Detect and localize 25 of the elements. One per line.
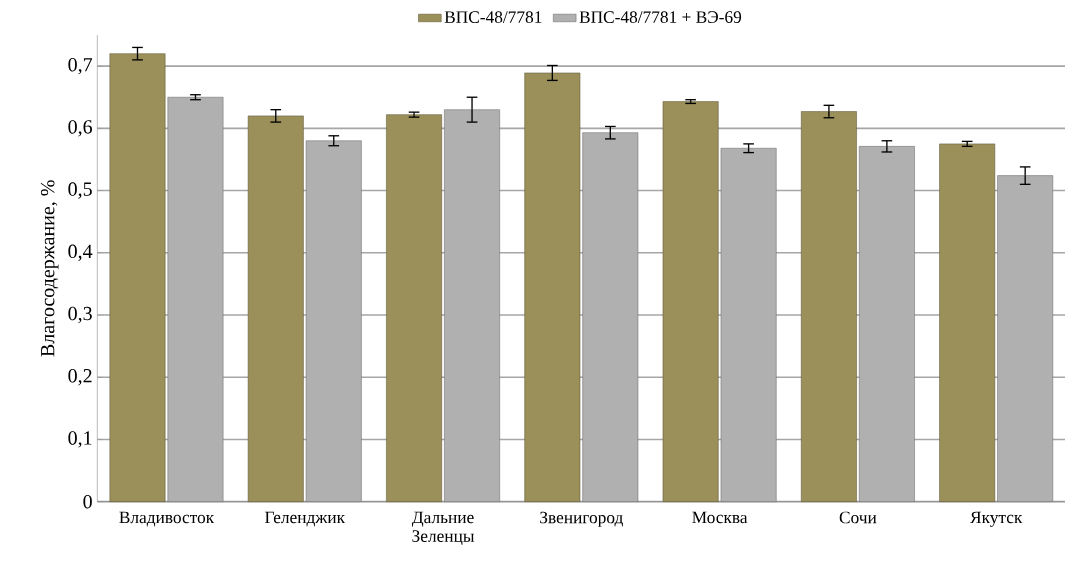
legend-label: ВПС-48/7781 bbox=[444, 11, 542, 23]
x-tick-label: Звенигород bbox=[540, 511, 623, 527]
x-tick-label: Владивосток bbox=[119, 511, 215, 527]
y-tick-label: 0,7 bbox=[68, 57, 93, 75]
y-tick-label: 0,3 bbox=[68, 306, 92, 324]
y-tick-label: 0,6 bbox=[68, 120, 93, 137]
x-tick-label: Москва bbox=[692, 511, 748, 524]
y-axis-title: Влагосодержание, % bbox=[40, 180, 59, 357]
bar bbox=[386, 114, 442, 502]
y-tick-label: 0,2 bbox=[68, 369, 92, 386]
bar bbox=[247, 115, 304, 502]
y-tick-label: 0,4 bbox=[68, 244, 93, 261]
bar bbox=[662, 101, 719, 502]
x-tick-label: Геленджик bbox=[265, 511, 346, 527]
bar bbox=[939, 143, 996, 502]
x-tick-label: Сочи bbox=[839, 511, 877, 524]
y-tick-label: 0,5 bbox=[68, 182, 92, 199]
y-tick-label: 0 bbox=[83, 494, 92, 509]
x-tick-label: Якутск bbox=[970, 511, 1023, 527]
bar bbox=[524, 72, 581, 502]
legend-label: ВПС-48/7781 + ВЭ-69 bbox=[579, 11, 742, 23]
x-tick-label: Дальние Зеленцы bbox=[411, 511, 475, 546]
bar bbox=[800, 111, 857, 502]
y-tick-label: 0,1 bbox=[68, 431, 92, 448]
bar bbox=[109, 53, 166, 502]
